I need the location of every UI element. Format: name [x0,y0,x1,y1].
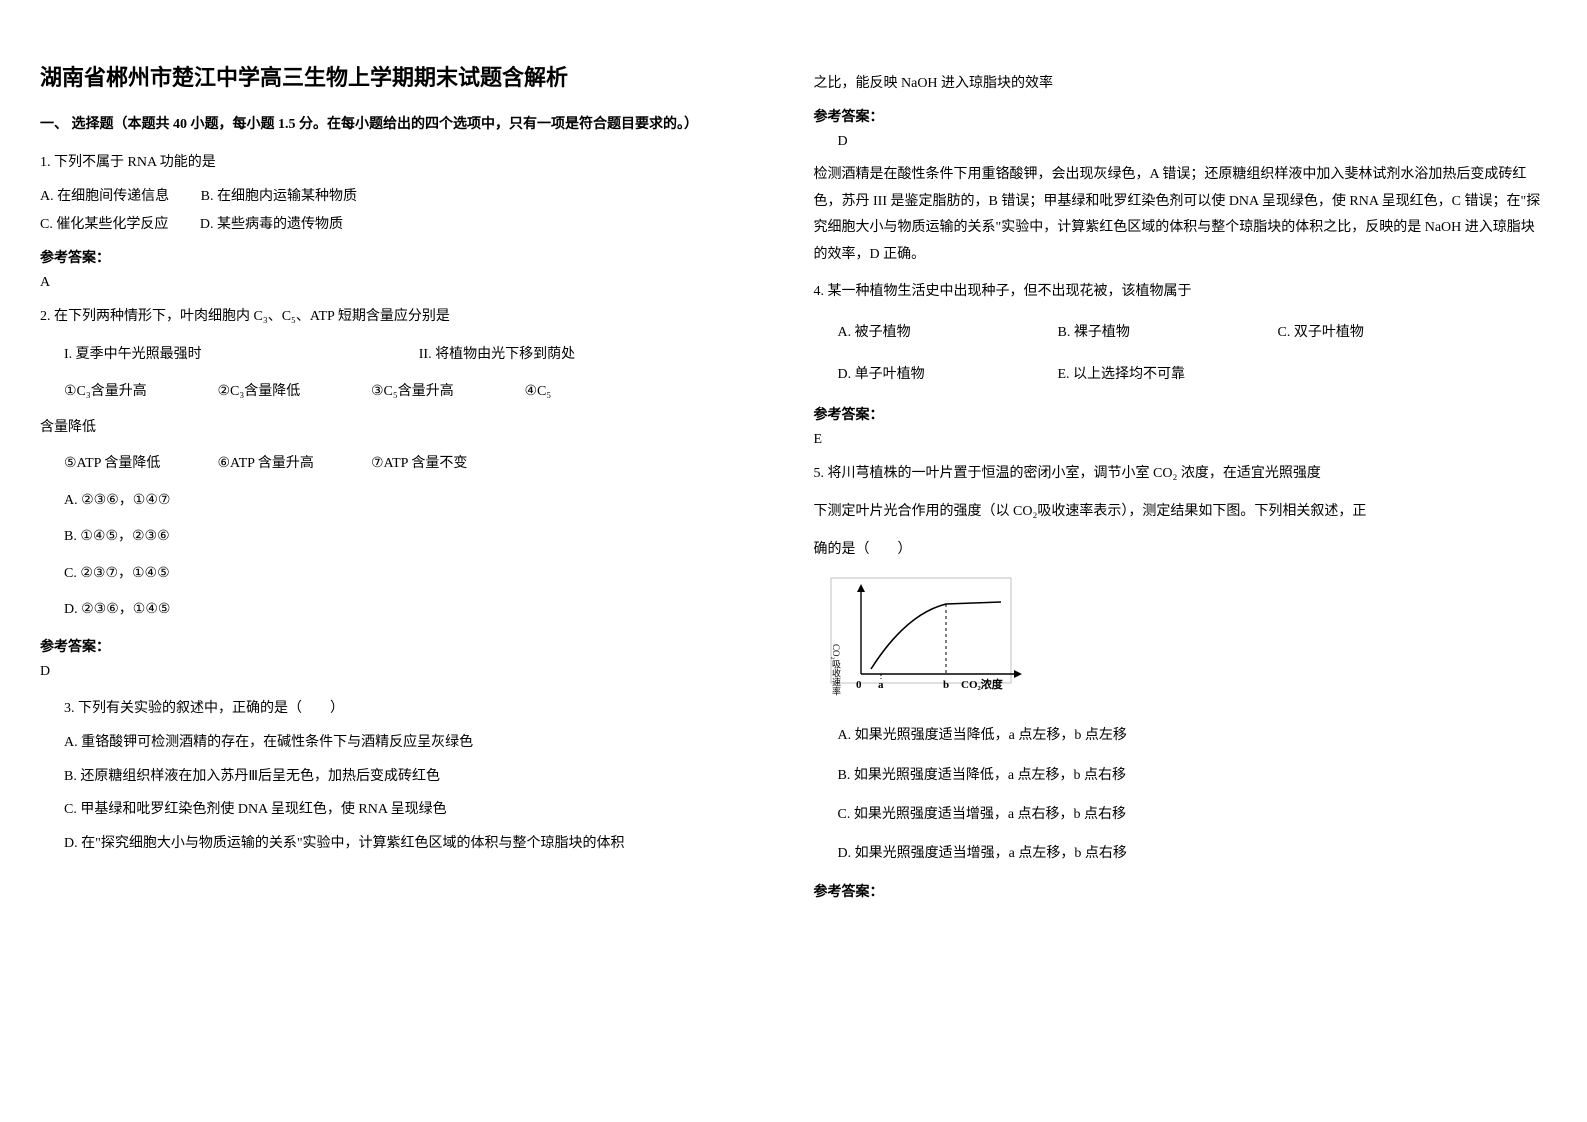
left-column: 湖南省郴州市楚江中学高三生物上学期期末试题含解析 一、 选择题（本题共 40 小… [40,60,774,909]
right-column: 之比，能反映 NaOH 进入琼脂块的效率 参考答案： D 检测酒精是在酸性条件下… [814,60,1548,909]
q3-opt-d: D. 在"探究细胞大小与物质运输的关系"实验中，计算紫红色区域的体积与整个琼脂块… [64,827,774,861]
q4-opt-d: D. 单子叶植物 [838,354,1058,396]
q4-opt-b: B. 裸子植物 [1058,312,1278,354]
x-label: CO₂浓度 [961,677,1004,691]
q2-ans: D [40,664,774,680]
q4-stem: 4. 某一种植物生活史中出现种子，但不出现花被，该植物属于 [814,278,1548,306]
q3-ans: D [838,134,1548,150]
q2-n5: ⑤ATP 含量降低 [64,446,214,482]
q3-explain: 检测酒精是在酸性条件下用重铬酸钾，会出现灰绿色，A 错误；还原糖组织样液中加入斐… [814,162,1548,268]
q2-opt-d: D. ②③⑥，①④⑤ [64,592,774,628]
q4-opt-c: C. 双子叶植物 [1278,312,1498,354]
y-arrow-icon [857,584,865,592]
q1-opt-c: C. 催化某些化学反应 [40,217,168,232]
q4-opt-a: A. 被子植物 [838,312,1058,354]
q1-row1: A. 在细胞间传递信息 B. 在细胞内运输某种物质 [40,183,774,211]
q2-n1: ①C₃含量升高 [64,374,214,410]
q3-stem: 3. 下列有关实验的叙述中，正确的是（ ） [64,692,774,726]
q2-n7: ⑦ATP 含量不变 [371,446,521,482]
q3-opt-c: C. 甲基绿和吡罗红染色剂使 DNA 呈现红色，使 RNA 呈现绿色 [64,793,774,827]
q2-num-row2: ⑤ATP 含量降低 ⑥ATP 含量升高 ⑦ATP 含量不变 [64,446,774,482]
q2-ans-label: 参考答案： [40,636,774,656]
q5-stem3: 确的是（ ） [814,536,1548,564]
q4-row1: A. 被子植物 B. 裸子植物 C. 双子叶植物 [838,312,1548,354]
q4-ans-label: 参考答案： [814,404,1548,424]
q2-num-row1: ①C₃含量升高 ②C₃含量降低 ③C₅含量升高 ④C₅ [64,374,774,410]
q2-scenario-1: I. 夏季中午光照最强时 [64,337,419,373]
q2-opt-b: B. ①④⑤，②③⑥ [64,519,774,555]
q5-opt-b: B. 如果光照强度适当降低，a 点左移，b 点右移 [838,756,1548,795]
q5-opt-d: D. 如果光照强度适当增强，a 点左移，b 点右移 [838,834,1548,873]
q5-stem1: 5. 将川芎植株的一叶片置于恒温的密闭小室，调节小室 CO₂ 浓度，在适宜光照强… [814,460,1548,488]
q5-opt-a: A. 如果光照强度适当降低，a 点左移，b 点左移 [838,716,1548,755]
curve [871,602,1001,669]
x-arrow-icon [1014,670,1022,678]
q3-opt-a: A. 重铬酸钾可检测酒精的存在，在碱性条件下与酒精反应呈灰绿色 [64,726,774,760]
q2-scenarios: I. 夏季中午光照最强时 II. 将植物由光下移到荫处 [64,337,774,373]
q5-stem2: 下测定叶片光合作用的强度（以 CO₂吸收速率表示），测定结果如下图。下列相关叙述… [814,498,1548,526]
q2-n3: ③C₅含量升高 [371,374,521,410]
q5-opt-c: C. 如果光照强度适当增强，a 点右移，b 点右移 [838,795,1548,834]
q2-n2: ②C₃含量降低 [218,374,368,410]
q4-row2: D. 单子叶植物 E. 以上选择均不可靠 [838,354,1548,396]
x-b: b [943,679,949,691]
q1-ans: A [40,275,774,291]
q1-ans-label: 参考答案： [40,247,774,267]
q5-chart: CO₂吸收速率 0 a b CO₂浓度 [826,574,1548,704]
q1-opt-b: B. 在细胞内运输某种物质 [201,189,357,204]
q5-ans-label: 参考答案： [814,881,1548,901]
chart-border [831,578,1011,683]
section-heading: 一、 选择题（本题共 40 小题，每小题 1.5 分。在每小题给出的四个选项中，… [40,112,774,137]
q4-opt-e: E. 以上选择均不可靠 [1058,354,1278,396]
q2-opt-c: C. ②③⑦，①④⑤ [64,556,774,592]
q1-opt-d: D. 某些病毒的遗传物质 [200,217,343,232]
q5-chart-svg: CO₂吸收速率 0 a b CO₂浓度 [826,574,1046,704]
q4-ans: E [814,432,1548,448]
page-title: 湖南省郴州市楚江中学高三生物上学期期末试题含解析 [40,60,774,92]
q1-row2: C. 催化某些化学反应 D. 某些病毒的遗传物质 [40,211,774,239]
q1-opt-a: A. 在细胞间传递信息 [40,189,169,204]
q2-stem: 2. 在下列两种情形下，叶肉细胞内 C₃、C₅、ATP 短期含量应分别是 [40,303,774,331]
q2-scenario-2: II. 将植物由光下移到荫处 [419,337,774,373]
q2-n4a: ④C₅ [525,374,552,410]
q2-opt-a: A. ②③⑥，①④⑦ [64,483,774,519]
q3-block: 3. 下列有关实验的叙述中，正确的是（ ） A. 重铬酸钾可检测酒精的存在，在碱… [64,692,774,860]
q3-cont: 之比，能反映 NaOH 进入琼脂块的效率 [814,70,1548,98]
q1-stem: 1. 下列不属于 RNA 功能的是 [40,149,774,177]
q2-n6: ⑥ATP 含量升高 [218,446,368,482]
x-a: a [878,679,884,691]
q2-n4b: 含量降低 [40,410,774,446]
q3-opt-b: B. 还原糖组织样液在加入苏丹Ⅲ后呈无色，加热后变成砖红色 [64,760,774,794]
x-zero: 0 [856,679,862,691]
q3-ans-label: 参考答案： [814,106,1548,126]
y-label: CO₂吸收速率 [831,644,841,697]
